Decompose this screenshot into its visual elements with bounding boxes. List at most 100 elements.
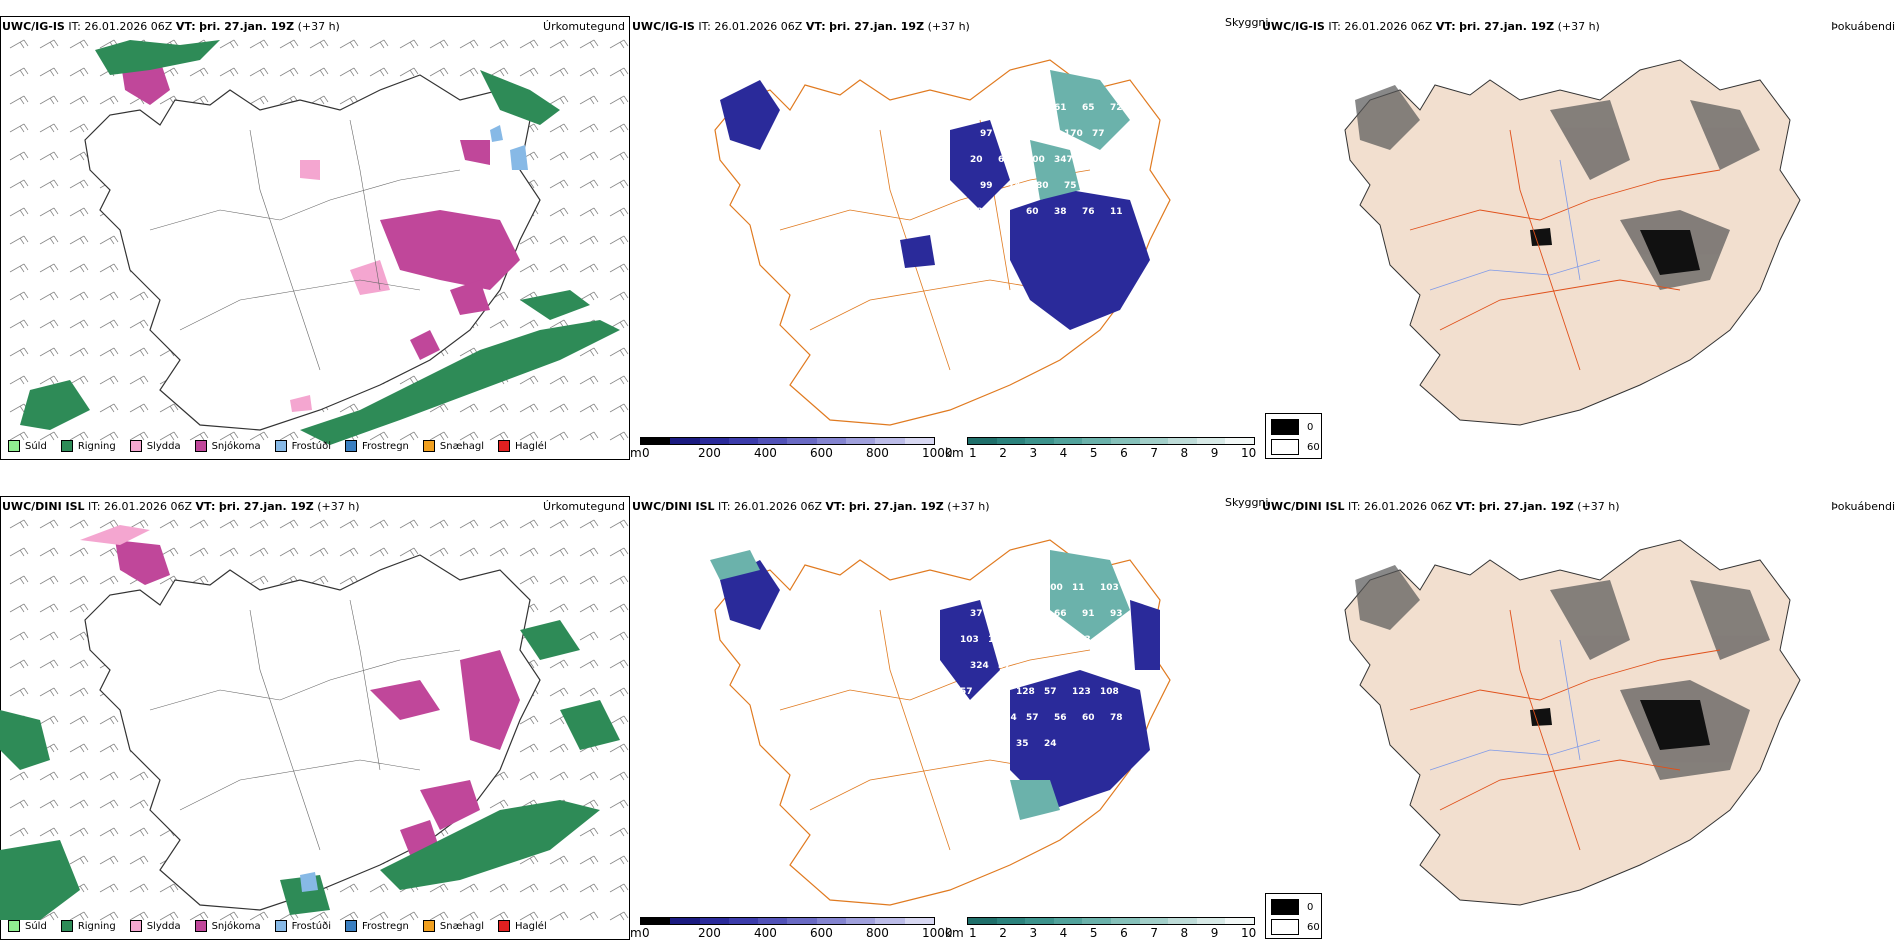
precip-legend-label: Frostúði xyxy=(291,920,331,932)
scale-tick-label: 2 xyxy=(999,926,1007,940)
scale-elevation: m 0 200 400 600 800 1000 xyxy=(630,437,953,463)
scale-color-step xyxy=(670,438,700,444)
wind-barb xyxy=(579,827,599,837)
visibility-value-label: 100 xyxy=(1026,155,1045,165)
wind-barb xyxy=(9,603,29,613)
fog-legend-min: 0 xyxy=(1307,901,1314,913)
visibility-value-label: 104 xyxy=(1044,635,1063,645)
vt-label: VT: xyxy=(175,20,196,33)
wind-barb xyxy=(69,291,89,301)
wind-barb xyxy=(579,575,599,585)
wind-barb xyxy=(129,883,149,893)
wind-barb xyxy=(609,39,629,49)
wind-barb xyxy=(579,179,599,189)
precip-legend: Súld Rigning Slydda Snjókoma Frostúði Frostre… xyxy=(0,432,630,460)
precip-legend-swatch xyxy=(8,440,20,452)
visibility-value-label: 66 xyxy=(1054,609,1067,619)
visibility-value-label: 93 xyxy=(1110,609,1123,619)
wind-barb xyxy=(39,39,59,49)
scale-color-step xyxy=(1025,438,1054,444)
fog-legend-max: 60 xyxy=(1307,921,1320,933)
scale-color-step xyxy=(875,438,905,444)
wind-barb xyxy=(459,403,479,413)
wind-barb xyxy=(549,687,569,697)
scale-color-step xyxy=(728,438,759,444)
precip-legend-swatch xyxy=(422,440,435,452)
wind-barb xyxy=(69,603,89,613)
valid-time: þri. 27.jan. 19Z xyxy=(848,500,944,513)
wind-barb xyxy=(39,319,59,329)
scale-color-step xyxy=(641,438,671,444)
wind-barb xyxy=(9,687,29,697)
visibility-value-label: 60 xyxy=(1082,713,1095,723)
wind-barb xyxy=(399,431,419,441)
wind-barb xyxy=(429,911,449,921)
wind-barb xyxy=(219,547,239,557)
wind-barb xyxy=(9,291,29,301)
wind-barb xyxy=(429,403,449,413)
wind-barb xyxy=(549,743,569,753)
wind-barb xyxy=(69,207,89,217)
scale-color-step xyxy=(1196,918,1226,924)
visibility-value-label: 76 xyxy=(1082,207,1095,217)
wind-barb xyxy=(609,659,629,669)
wind-barb xyxy=(279,431,299,441)
sleet-areas xyxy=(80,525,150,545)
visibility-value-label: 59 xyxy=(970,713,983,723)
lead-time: (+37 h) xyxy=(927,20,970,33)
scale-tick-label: 9 xyxy=(1210,926,1219,940)
wind-barb xyxy=(39,799,59,809)
low-visibility-areas xyxy=(720,560,1160,810)
wind-barb xyxy=(519,715,539,725)
valid-time: þri. 27.jan. 19Z xyxy=(1459,20,1555,33)
wind-barb xyxy=(579,687,599,697)
visibility-value-label: 132 xyxy=(988,583,1007,593)
wind-barb xyxy=(519,235,539,245)
wind-barb xyxy=(39,715,59,725)
wind-barb xyxy=(549,207,569,217)
wind-barb xyxy=(579,95,599,105)
iceland-outline xyxy=(1344,59,1801,426)
wind-barb xyxy=(219,519,239,529)
scale-color-step xyxy=(758,438,788,444)
visibility-labels: 127 157 64 61 65 72 97 93 12 170 77 48 20 65 100 347 38 8… xyxy=(970,103,1133,243)
wind-barb xyxy=(69,519,89,529)
wind-barb xyxy=(99,771,119,781)
wind-barb xyxy=(519,547,539,557)
wind-barb xyxy=(189,67,209,77)
visibility-value-label: 103 xyxy=(1100,583,1119,593)
wind-barb xyxy=(339,67,359,77)
precip-legend-swatch xyxy=(8,920,20,932)
precip-legend-swatch xyxy=(129,440,142,452)
wind-barb xyxy=(69,151,89,161)
wind-barb xyxy=(9,631,29,641)
forecast-row-ig-is: UWC/IG-IS IT: 26.01.2026 06Z VT: þri. 27… xyxy=(0,0,1900,470)
wind-barb xyxy=(69,375,89,385)
visibility-value-label: 617 xyxy=(1092,181,1111,191)
wind-barb xyxy=(549,67,569,77)
visibility-value-label: 97 xyxy=(980,129,993,139)
vt-label: VT: xyxy=(195,500,216,513)
snow-areas xyxy=(120,58,520,360)
wind-barb xyxy=(189,911,209,921)
wind-barb xyxy=(9,235,29,245)
model-name: UWC/IG-IS xyxy=(632,20,695,33)
scale-color-step xyxy=(699,918,729,924)
scale-tick-label: 10 xyxy=(1241,926,1257,940)
precip-legend-swatch xyxy=(129,920,142,932)
fog-legend-min: 0 xyxy=(1307,421,1314,433)
precip-legend-item: Slydda xyxy=(129,920,181,932)
precip-legend-item: Frostúði xyxy=(274,440,331,452)
wind-barb xyxy=(519,67,539,77)
scale-color-step xyxy=(816,918,847,924)
scale-tick-label: 4 xyxy=(1059,926,1068,940)
scale-tick-label: 0 xyxy=(642,446,650,460)
scale-color-step xyxy=(728,918,759,924)
precip-map xyxy=(0,519,629,921)
wind-barb xyxy=(99,263,119,273)
precip-legend-label: Slydda xyxy=(146,920,181,932)
wind-barb xyxy=(609,431,629,441)
wind-barb xyxy=(579,603,599,613)
wind-barb xyxy=(579,151,599,161)
wind-barb xyxy=(189,431,209,441)
